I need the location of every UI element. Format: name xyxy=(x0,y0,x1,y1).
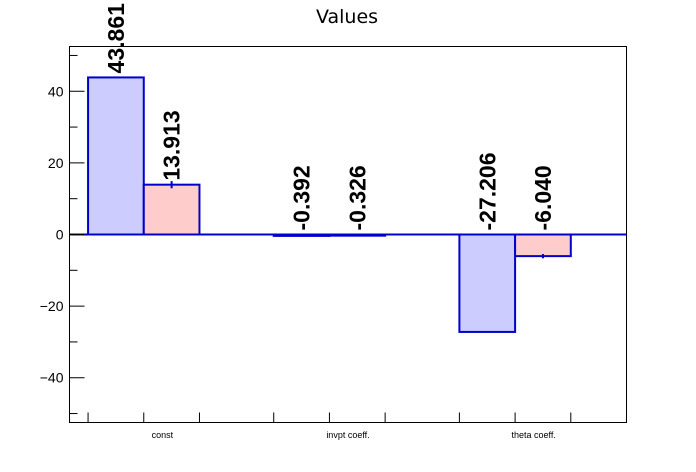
data-label-2-1: 13.913 xyxy=(159,110,185,180)
x-tick-label-2: invpt coeff. xyxy=(326,430,369,440)
y-tick-label-5: 40 xyxy=(48,83,64,99)
bar-2-3 xyxy=(514,233,572,258)
y-axis: −40 −20 0 20 40 xyxy=(40,54,85,415)
data-label-2-3: -6.040 xyxy=(530,165,556,230)
y-tick-label-1: −40 xyxy=(40,370,64,386)
x-axis: const invpt coeff. theta coeff. xyxy=(87,412,572,440)
bar-1-1 xyxy=(87,76,145,236)
chart-title: Values xyxy=(316,6,378,28)
data-labels-layer: 43.861 13.913 -0.392 -0.326 -27.206 -6.040 xyxy=(103,3,556,231)
y-tick-label-4: 20 xyxy=(48,155,64,171)
data-label-1-1: 43.861 xyxy=(103,3,129,74)
data-label-2-2: -0.326 xyxy=(344,165,370,230)
bar-1-3 xyxy=(458,233,517,333)
bar-2-1 xyxy=(142,183,201,236)
y-tick-label-3: 0 xyxy=(56,227,64,243)
x-tick-label-3: theta coeff. xyxy=(511,430,555,440)
data-label-1-3: -27.206 xyxy=(474,152,500,230)
data-label-1-2: -0.392 xyxy=(289,165,315,230)
x-tick-label-1: const xyxy=(152,430,174,440)
y-tick-label-2: −20 xyxy=(40,298,64,314)
